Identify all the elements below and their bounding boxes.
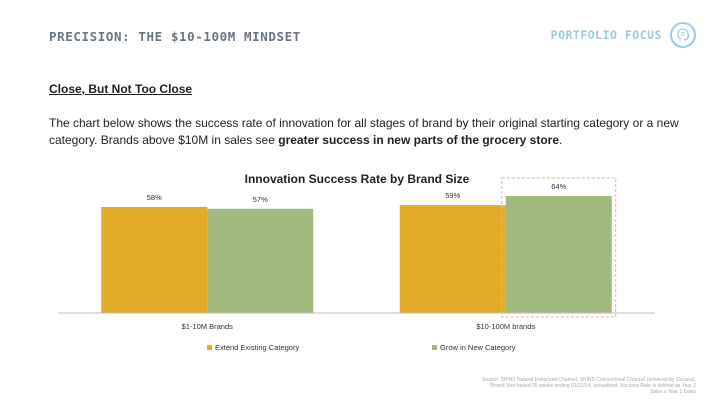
- x-tick-label: $10-100M brands: [476, 322, 535, 331]
- bar-new-1: [505, 195, 612, 313]
- footnote-line-3: Sales ≥ Year 1 Sales: [649, 389, 696, 395]
- body-text-emphasis: greater success in new parts of the groc…: [278, 133, 560, 147]
- brand: PORTFOLIO FOCUS: [551, 22, 696, 48]
- header-title: PRECISION: THE $10-100M MINDSET: [49, 29, 301, 44]
- legend-label: Grow in New Category: [440, 343, 516, 352]
- chart-title: Innovation Success Rate by Brand Size: [245, 172, 470, 186]
- data-label: 59%: [445, 191, 460, 200]
- legend-label: Extend Existing Category: [215, 343, 299, 352]
- legend-swatch: [432, 345, 437, 350]
- x-tick-label: $1-10M Brands: [182, 322, 234, 331]
- legend-swatch: [207, 345, 212, 350]
- data-label: 58%: [147, 193, 162, 202]
- brand-name: PORTFOLIO FOCUS: [550, 28, 662, 42]
- innovation-success-chart: Innovation Success Rate by Brand Size 58%…: [58, 172, 655, 352]
- section-heading: Close, But Not Too Close: [49, 82, 193, 96]
- highlight-box: [501, 177, 617, 318]
- footnote-line-2: *Brand Size based 20 weeks ending 01/21/…: [489, 383, 696, 389]
- head-profile-icon: [670, 22, 696, 48]
- data-label: 64%: [551, 182, 566, 191]
- footnote-line-1: Source: SPINS Natural Enhanced Channel, …: [481, 377, 696, 383]
- data-label: 57%: [253, 195, 268, 204]
- bar-new-0: [207, 208, 314, 313]
- body-text-intro: The chart below shows the success rate o…: [49, 116, 679, 147]
- footnote: Source: SPINS Natural Enhanced Channel, …: [396, 377, 696, 395]
- body-text-end: .: [559, 133, 563, 147]
- bar-extend-0: [101, 206, 208, 313]
- body-paragraph: The chart below shows the success rate o…: [49, 115, 679, 149]
- bar-extend-1: [399, 205, 506, 313]
